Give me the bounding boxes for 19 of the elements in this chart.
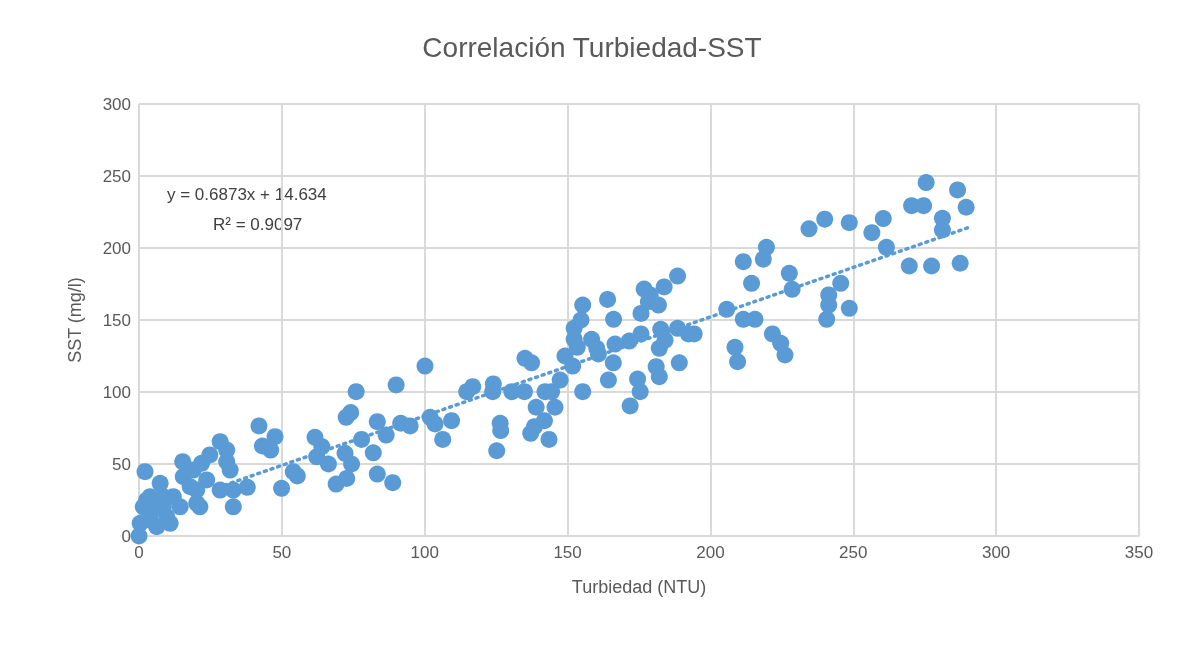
y-tick-label: 50: [112, 454, 131, 474]
chart-title: Correlación Turbiedad-SST: [422, 31, 762, 63]
y-tick-label: 300: [102, 94, 131, 114]
annotation: y = 0.6873x + 14.634: [167, 185, 327, 204]
x-tick-label: 200: [696, 543, 725, 562]
x-axis-title: Turbiedad (NTU): [571, 577, 707, 597]
x-tick-label: 250: [839, 543, 868, 562]
x-tick-label: 350: [1124, 543, 1154, 562]
x-tick-label: 50: [272, 543, 292, 562]
x-tick-label: 100: [410, 543, 439, 562]
y-axis-title: SST (mg/l): [65, 277, 85, 363]
y-tick-label: 150: [102, 310, 131, 330]
x-tick-label: 300: [981, 543, 1011, 562]
y-tick-label: 100: [102, 382, 131, 402]
x-tick-label: 150: [553, 543, 582, 562]
y-tick-label: 0: [121, 526, 131, 546]
y-tick-label: 250: [102, 166, 131, 186]
x-tick-label: 0: [134, 543, 144, 562]
y-tick-label: 200: [102, 238, 131, 258]
